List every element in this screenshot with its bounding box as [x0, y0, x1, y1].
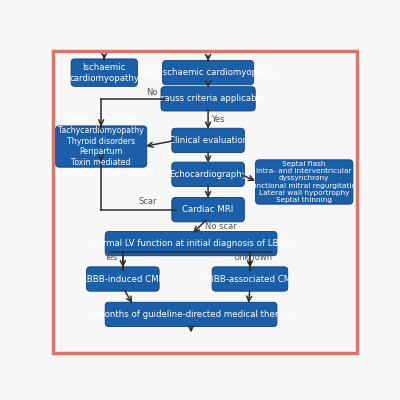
Text: No scar: No scar: [205, 222, 236, 231]
FancyBboxPatch shape: [105, 302, 277, 326]
Text: Strauss criteria applicable: Strauss criteria applicable: [152, 94, 264, 103]
Text: Ischaemic
cardiomyopathy: Ischaemic cardiomyopathy: [69, 63, 139, 82]
Text: No: No: [146, 88, 158, 97]
Text: Cardiac MRI: Cardiac MRI: [182, 205, 234, 214]
FancyBboxPatch shape: [172, 128, 244, 152]
Text: LBBB-induced CMP: LBBB-induced CMP: [82, 274, 164, 284]
Text: Scar: Scar: [138, 198, 157, 206]
FancyBboxPatch shape: [256, 160, 353, 204]
FancyBboxPatch shape: [172, 162, 244, 186]
Text: Yes: Yes: [104, 253, 117, 262]
FancyBboxPatch shape: [71, 59, 138, 86]
Text: Echocardiography: Echocardiography: [169, 170, 247, 179]
FancyBboxPatch shape: [56, 126, 147, 167]
FancyBboxPatch shape: [212, 267, 288, 291]
Text: Unknown: Unknown: [234, 253, 273, 262]
Text: Normal LV function at initial diagnosis of LBBB: Normal LV function at initial diagnosis …: [91, 239, 291, 248]
FancyBboxPatch shape: [162, 60, 254, 85]
Text: Genetic syndromes
Tachycardiomyopathy
Thyroid disorders
Peripartum
Toxin mediate: Genetic syndromes Tachycardiomyopathy Th…: [48, 115, 154, 178]
Text: LBBB-associated CMP: LBBB-associated CMP: [203, 274, 297, 284]
FancyBboxPatch shape: [105, 232, 277, 256]
Text: Non-ischaemic cardiomyopathy: Non-ischaemic cardiomyopathy: [140, 68, 276, 77]
Text: 3 months of guideline-directed medical therapy: 3 months of guideline-directed medical t…: [88, 310, 294, 319]
Text: Clinical evaluation: Clinical evaluation: [168, 136, 248, 145]
Text: Yes: Yes: [211, 115, 224, 124]
FancyBboxPatch shape: [161, 87, 255, 111]
Text: Septal flash
Intra- and interventricular
dyssynchrony
Functional mitral regurgit: Septal flash Intra- and interventricular…: [248, 161, 360, 203]
FancyBboxPatch shape: [86, 267, 159, 291]
FancyBboxPatch shape: [172, 198, 244, 222]
